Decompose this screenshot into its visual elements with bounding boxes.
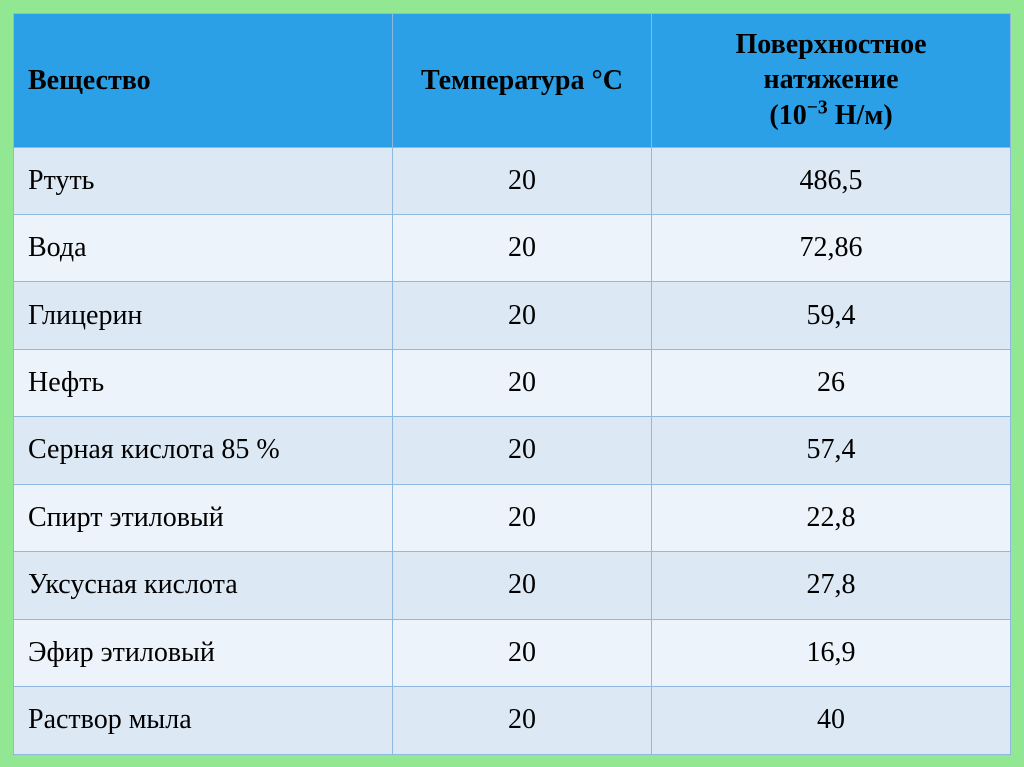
table-row: Уксусная кислота 20 27,8 [14, 552, 1011, 619]
col-header-temperature: Температура °C [392, 13, 651, 147]
cell-temp: 20 [392, 349, 651, 416]
table-row: Вода 20 72,86 [14, 214, 1011, 281]
header-row: Вещество Температура °C Поверхностноенат… [14, 13, 1011, 147]
cell-substance: Раствор мыла [14, 687, 393, 755]
cell-temp: 20 [392, 282, 651, 349]
cell-temp: 20 [392, 687, 651, 755]
cell-temp: 20 [392, 619, 651, 686]
cell-temp: 20 [392, 484, 651, 551]
cell-tension: 26 [652, 349, 1011, 416]
table-row: Ртуть 20 486,5 [14, 147, 1011, 214]
table-row: Раствор мыла 20 40 [14, 687, 1011, 755]
cell-substance: Эфир этиловый [14, 619, 393, 686]
table-row: Эфир этиловый 20 16,9 [14, 619, 1011, 686]
cell-substance: Нефть [14, 349, 393, 416]
cell-temp: 20 [392, 147, 651, 214]
surface-tension-table-container: Вещество Температура °C Поверхностноенат… [13, 13, 1011, 755]
cell-temp: 20 [392, 214, 651, 281]
cell-temp: 20 [392, 417, 651, 484]
table-header: Вещество Температура °C Поверхностноенат… [14, 13, 1011, 147]
col-header-tension: Поверхностноенатяжение(10−3 Н/м) [652, 13, 1011, 147]
cell-substance: Спирт этиловый [14, 484, 393, 551]
cell-substance: Глицерин [14, 282, 393, 349]
cell-temp: 20 [392, 552, 651, 619]
cell-substance: Серная кислота 85 % [14, 417, 393, 484]
cell-tension: 22,8 [652, 484, 1011, 551]
table-row: Серная кислота 85 % 20 57,4 [14, 417, 1011, 484]
cell-tension: 27,8 [652, 552, 1011, 619]
table-row: Спирт этиловый 20 22,8 [14, 484, 1011, 551]
cell-tension: 59,4 [652, 282, 1011, 349]
cell-tension: 40 [652, 687, 1011, 755]
tension-header-line1: Поверхностноенатяжение(10−3 Н/м) [736, 29, 927, 131]
table-row: Нефть 20 26 [14, 349, 1011, 416]
cell-substance: Уксусная кислота [14, 552, 393, 619]
cell-substance: Вода [14, 214, 393, 281]
col-header-substance: Вещество [14, 13, 393, 147]
cell-tension: 72,86 [652, 214, 1011, 281]
table-row: Глицерин 20 59,4 [14, 282, 1011, 349]
cell-tension: 16,9 [652, 619, 1011, 686]
surface-tension-table: Вещество Температура °C Поверхностноенат… [13, 13, 1011, 755]
table-body: Ртуть 20 486,5 Вода 20 72,86 Глицерин 20… [14, 147, 1011, 754]
cell-tension: 486,5 [652, 147, 1011, 214]
cell-substance: Ртуть [14, 147, 393, 214]
cell-tension: 57,4 [652, 417, 1011, 484]
